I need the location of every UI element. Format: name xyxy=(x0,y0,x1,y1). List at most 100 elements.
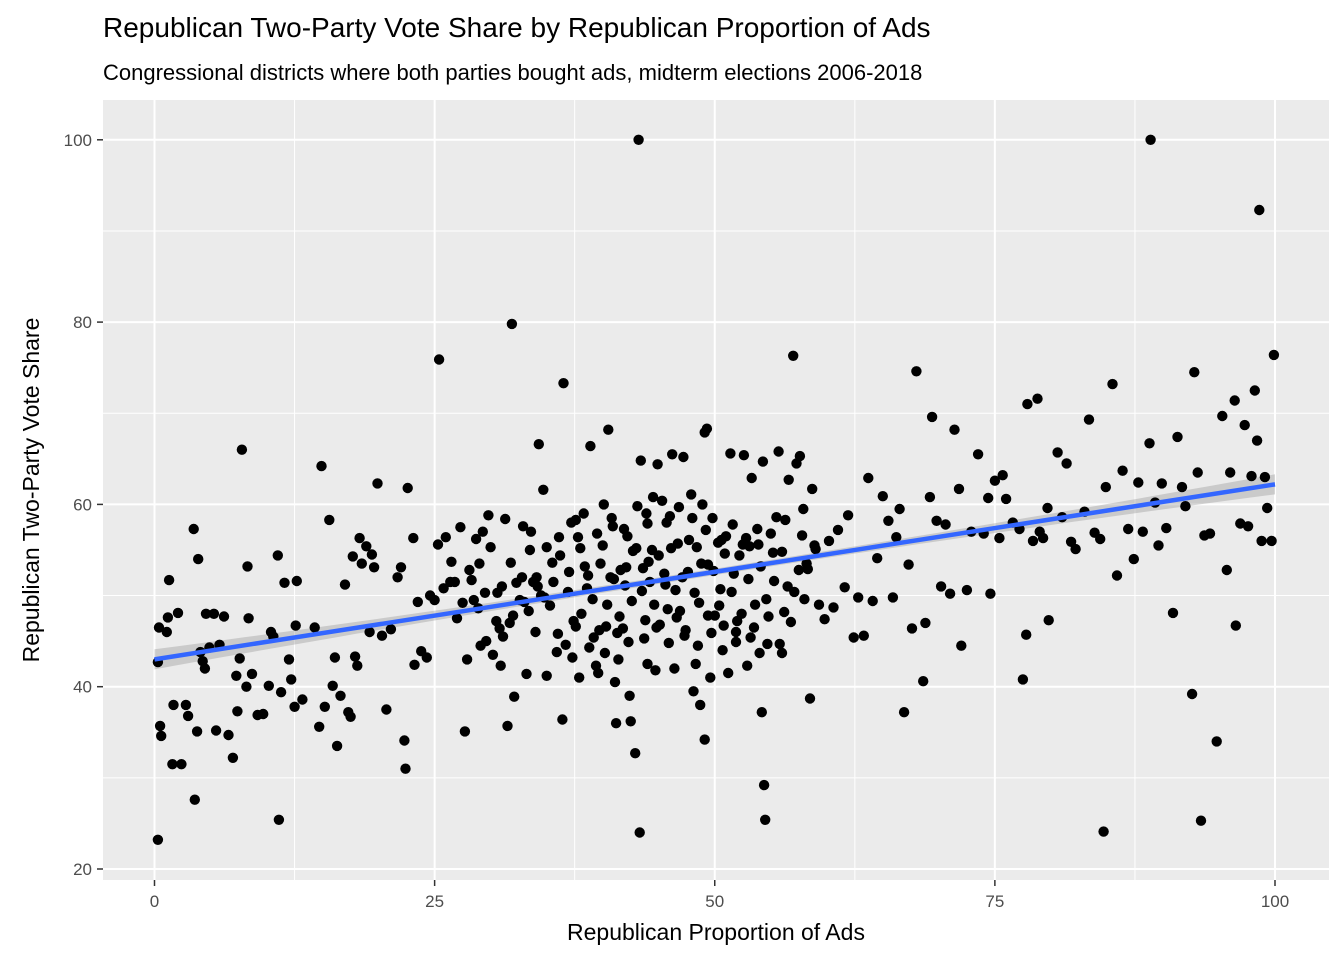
data-point xyxy=(807,483,818,495)
data-point xyxy=(774,638,785,650)
data-point xyxy=(381,704,392,715)
data-point xyxy=(610,718,622,729)
data-point xyxy=(335,690,346,701)
data-point xyxy=(1246,470,1257,482)
data-point xyxy=(798,503,809,515)
data-point xyxy=(707,512,718,524)
data-point xyxy=(273,814,285,825)
data-point xyxy=(819,614,830,625)
data-point xyxy=(182,710,194,722)
data-point xyxy=(1027,535,1039,547)
data-point xyxy=(935,581,947,592)
data-point xyxy=(665,543,677,554)
data-point xyxy=(642,518,653,529)
data-point xyxy=(743,573,754,585)
data-point xyxy=(347,551,358,562)
data-point xyxy=(662,604,673,615)
data-point xyxy=(651,622,662,633)
data-point xyxy=(227,752,239,763)
data-point xyxy=(671,612,682,623)
data-point xyxy=(652,459,663,470)
data-point xyxy=(152,834,164,845)
data-point xyxy=(1266,535,1277,547)
data-point xyxy=(788,350,799,361)
data-point xyxy=(693,597,705,608)
data-point xyxy=(457,597,468,608)
data-point xyxy=(603,424,614,435)
data-point xyxy=(548,576,559,588)
data-point xyxy=(953,483,965,495)
data-point xyxy=(464,564,475,576)
data-point xyxy=(867,595,878,607)
data-point xyxy=(776,647,788,659)
data-point xyxy=(785,616,797,628)
data-point xyxy=(761,594,772,605)
data-point xyxy=(624,690,635,701)
data-point xyxy=(440,532,451,543)
data-point xyxy=(944,588,956,599)
data-point xyxy=(690,658,701,670)
data-point xyxy=(746,472,757,484)
data-point xyxy=(789,586,800,598)
data-point xyxy=(290,620,301,631)
data-point xyxy=(223,729,234,741)
data-point xyxy=(667,449,678,460)
data-point xyxy=(607,521,618,532)
data-point xyxy=(762,638,773,650)
data-point xyxy=(567,652,578,663)
data-point xyxy=(246,668,258,680)
data-point xyxy=(714,600,725,611)
data-point xyxy=(636,585,648,597)
data-point xyxy=(997,470,1008,481)
data-point xyxy=(1242,521,1254,532)
data-point xyxy=(779,606,790,618)
data-point xyxy=(327,680,338,691)
data-point xyxy=(163,574,175,586)
data-point xyxy=(1176,481,1188,493)
data-point xyxy=(842,510,854,521)
data-point xyxy=(600,621,612,632)
data-point xyxy=(487,649,499,660)
data-point xyxy=(705,672,716,683)
data-point xyxy=(1111,570,1123,581)
data-point xyxy=(356,558,367,569)
data-point xyxy=(399,735,410,746)
data-point xyxy=(551,646,562,658)
data-point xyxy=(345,711,356,722)
data-point xyxy=(1052,447,1063,458)
data-point xyxy=(412,596,423,608)
data-point xyxy=(1070,543,1081,555)
data-point xyxy=(632,501,643,512)
data-point xyxy=(408,532,419,544)
data-point xyxy=(572,532,584,543)
data-point xyxy=(496,581,508,592)
data-point xyxy=(760,814,771,825)
plot-panel xyxy=(103,100,1329,880)
data-point xyxy=(683,534,695,546)
data-point xyxy=(748,622,760,633)
data-point xyxy=(538,484,549,495)
data-point xyxy=(505,557,516,568)
data-point xyxy=(585,440,596,452)
data-point xyxy=(1229,395,1240,406)
data-point xyxy=(756,707,767,718)
data-point xyxy=(576,608,587,619)
data-point xyxy=(738,450,750,461)
data-point xyxy=(364,626,375,638)
data-point xyxy=(894,503,905,515)
data-point xyxy=(670,584,681,596)
y-tick-label: 60 xyxy=(73,495,92,514)
data-point xyxy=(763,611,774,622)
data-point xyxy=(926,411,938,423)
data-point xyxy=(656,495,668,506)
data-point xyxy=(1192,467,1203,478)
data-point xyxy=(1189,367,1200,378)
data-point xyxy=(1037,532,1049,544)
data-point xyxy=(595,558,606,569)
data-point xyxy=(1017,674,1029,685)
data-point xyxy=(608,573,620,585)
data-point xyxy=(1095,533,1106,545)
data-point xyxy=(485,542,496,553)
data-point xyxy=(931,515,942,526)
data-point xyxy=(793,564,804,576)
